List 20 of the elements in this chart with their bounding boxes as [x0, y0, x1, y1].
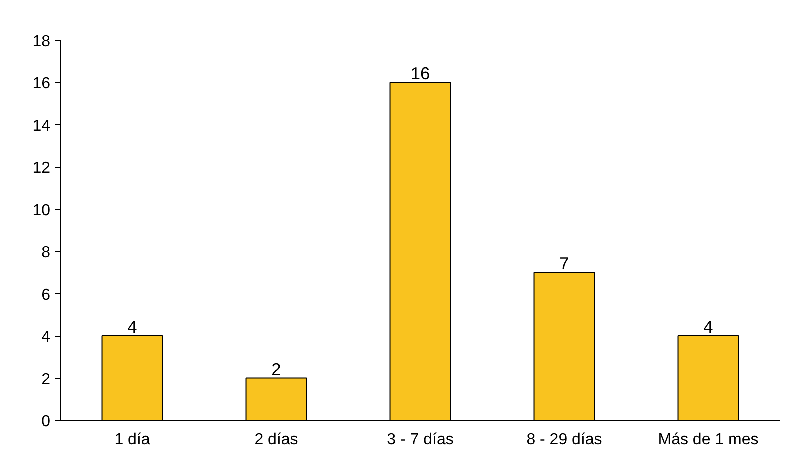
data-label: 16 [410, 64, 430, 84]
y-tick-label: 18 [32, 34, 51, 50]
data-label: 4 [128, 317, 138, 338]
y-tick-label: 6 [42, 286, 51, 304]
data-label: 4 [704, 317, 714, 338]
x-tick-label: 1 día [114, 432, 150, 448]
y-tick-label: 8 [42, 244, 51, 262]
y-tick-label: 0 [42, 414, 51, 430]
y-tick-label: 4 [42, 329, 51, 346]
y-tick-label: 10 [32, 202, 51, 220]
x-tick-label: 3 - 7 días [387, 432, 454, 448]
y-tick-label: 12 [32, 160, 51, 178]
x-tick-label: 8 - 29 días [526, 432, 602, 448]
data-label: 2 [272, 359, 282, 380]
data-label: 7 [560, 254, 570, 274]
x-tick-label: Más de 1 mes [658, 432, 759, 448]
y-tick-label: 14 [32, 118, 51, 135]
y-tick-label: 16 [32, 76, 51, 93]
y-tick-label: 2 [42, 371, 51, 388]
x-tick-label: 2 días [254, 432, 298, 448]
